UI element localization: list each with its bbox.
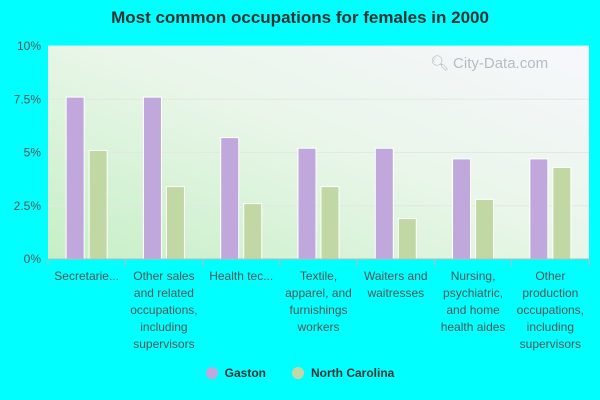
x-tick-label: Nursing, psychiatric, and home health ai… (440, 269, 506, 334)
x-tick-label: Other sales and related occupations, inc… (130, 269, 198, 351)
magnifier-icon: 🔍︎ (430, 55, 450, 72)
y-tick-label: 5% (24, 146, 42, 160)
bar-north-carolina[interactable] (397, 218, 417, 260)
legend-label: North Carolina (311, 366, 395, 380)
legend-swatch (205, 367, 218, 379)
legend-item: Gaston (205, 366, 266, 380)
x-tick-label: Secretarie... (54, 269, 119, 283)
y-tick-label: 2.5% (14, 199, 42, 213)
x-tick-label: Other production occupations, including … (516, 269, 585, 351)
bar-gaston[interactable] (452, 158, 472, 260)
chart-title: Most common occupations for females in 2… (111, 8, 489, 27)
legend: Gaston North Carolina (0, 366, 600, 380)
bar-gaston[interactable] (65, 96, 85, 260)
x-tick-label: Textile, apparel, and furnishings worker… (285, 269, 352, 334)
x-tick-label: Health tec... (209, 269, 274, 283)
watermark: 🔍︎ City-Data.com (430, 54, 549, 73)
bar-gaston[interactable] (297, 147, 317, 260)
y-tick-label: 10% (17, 39, 41, 53)
x-tick-label: Waiters and waitresses (363, 269, 428, 300)
y-tick-label: 0% (24, 252, 42, 266)
bar-north-carolina[interactable] (475, 198, 495, 260)
legend-swatch (292, 367, 304, 379)
bar-gaston[interactable] (529, 158, 549, 260)
bar-north-carolina[interactable] (320, 186, 340, 260)
bar-gaston[interactable] (220, 137, 240, 260)
bar-north-carolina[interactable] (552, 166, 572, 260)
bar-gaston[interactable] (374, 147, 394, 260)
watermark-text: City-Data.com (453, 54, 549, 72)
bar-north-carolina[interactable] (165, 186, 185, 260)
bar-gaston[interactable] (142, 96, 162, 260)
legend-item: North Carolina (292, 366, 394, 380)
bar-north-carolina[interactable] (88, 149, 108, 260)
legend-label: Gaston (224, 366, 266, 380)
bar-north-carolina[interactable] (243, 203, 263, 260)
y-tick-label: 7.5% (14, 92, 42, 106)
